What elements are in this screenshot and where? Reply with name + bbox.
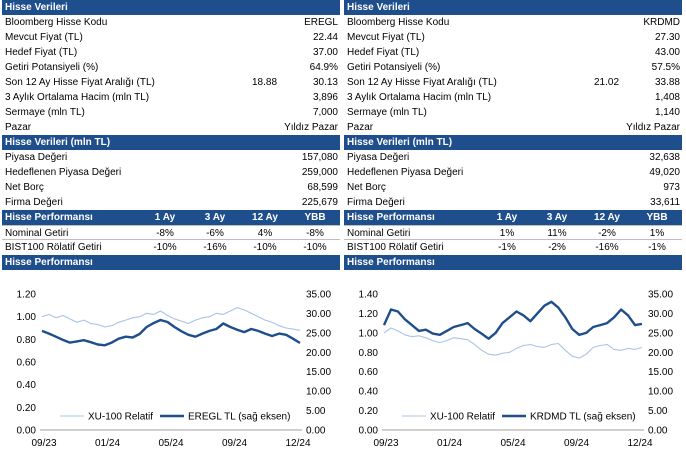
chart-header: Hisse Performansı xyxy=(2,255,340,270)
chart-svg: 0.00 0.20 0.40 0.60 0.80 1.00 1.20 1.40 0.00 5.00… xyxy=(359,290,674,450)
y-left-tick-label: 0.00 xyxy=(359,426,379,437)
table-row: Nominal Getiri 1% 11% -2% 1% xyxy=(344,225,682,240)
legend-label: XU-100 Relatif xyxy=(430,412,495,423)
legend-label: XU-100 Relatif xyxy=(88,412,153,423)
relative-series-line xyxy=(383,327,643,359)
table-row: 3 Aylık Ortalama Hacim (mln TL) 3,896 xyxy=(5,92,338,103)
table-row: Hedeflenen Piyasa Değeri 259,000 xyxy=(5,167,338,178)
table-row: Mevcut Fiyat (TL) 27.30 xyxy=(347,32,680,43)
table-row: Net Borç 973 xyxy=(347,182,680,193)
y-left-tick-label: 0.40 xyxy=(359,387,379,398)
x-tick-label: 09/23 xyxy=(373,438,398,449)
performance-header: Hisse Performansı 1 Ay 3 Ay 12 Ay YBB xyxy=(2,210,340,225)
y-left-tick-label: 0.80 xyxy=(359,348,379,359)
valuation-header: Hisse Verileri (mln TL) xyxy=(2,135,340,150)
table-row: Sermaye (mln TL) 1,140 xyxy=(347,107,680,118)
y-left-tick-label: 0.20 xyxy=(17,403,37,414)
performance-header: Hisse Performansı 1 Ay 3 Ay 12 Ay YBB xyxy=(344,210,682,225)
relative-series-line xyxy=(41,307,301,331)
valuation-header: Hisse Verileri (mln TL) xyxy=(344,135,682,150)
valuation-rows: Piyasa Değeri 157,080 Hedeflenen Piyasa D… xyxy=(2,150,340,210)
y-right-tick-label: 0.00 xyxy=(648,426,668,437)
x-tick-label: 09/24 xyxy=(564,438,589,449)
table-row: Bloomberg Hisse Kodu EREGL xyxy=(5,17,338,28)
y-right-tick-label: 0.00 xyxy=(306,426,326,437)
chart-svg: 0.00 0.20 0.40 0.60 0.80 1.00 1.20 0.00 5.00 10.0… xyxy=(17,290,332,450)
table-row: Net Borç 68,599 xyxy=(5,182,338,193)
x-tick-label: 01/24 xyxy=(95,438,120,449)
x-tick-label: 01/24 xyxy=(437,438,462,449)
y-left-tick-label: 0.80 xyxy=(17,335,37,346)
table-row: Nominal Getiri -8% -6% 4% -8% xyxy=(2,225,340,240)
price-series-line xyxy=(382,300,643,340)
y-right-tick-label: 25.00 xyxy=(648,328,673,339)
legend-label: KRDMD TL (sağ eksen) xyxy=(530,412,636,423)
y-right-tick-label: 5.00 xyxy=(306,406,326,417)
y-left-tick-label: 1.20 xyxy=(17,290,37,301)
y-right-tick-label: 10.00 xyxy=(648,387,673,398)
y-left-tick-label: 1.20 xyxy=(359,309,379,320)
table-row: Pazar Yıldız Pazar xyxy=(347,122,680,133)
krdmd-performance-chart: 0.00 0.20 0.40 0.60 0.80 1.00 1.20 1.40 0.00 5.00… xyxy=(344,278,682,456)
stock-data-header: Hisse Verileri xyxy=(344,0,682,15)
table-row: Hedeflenen Piyasa Değeri 49,020 xyxy=(347,167,680,178)
y-left-tick-label: 1.40 xyxy=(359,290,379,301)
y-left-tick-label: 1.00 xyxy=(17,312,37,323)
legend-label: EREGL TL (sağ eksen) xyxy=(188,412,290,423)
y-right-tick-label: 15.00 xyxy=(306,367,331,378)
y-right-tick-label: 30.00 xyxy=(648,309,673,320)
y-left-tick-label: 0.40 xyxy=(17,380,37,391)
table-row: Getiri Potansiyeli (%) 57.5% xyxy=(347,62,680,73)
table-row: Mevcut Fiyat (TL) 22.44 xyxy=(5,32,338,43)
right-panel: Hisse Verileri Bloomberg Hisse Kodu KRDMD… xyxy=(344,0,682,270)
table-row: Getiri Potansiyeli (%) 64.9% xyxy=(5,62,338,73)
x-tick-label: 09/24 xyxy=(222,438,247,449)
y-right-tick-label: 30.00 xyxy=(306,309,331,320)
y-left-tick-label: 1.00 xyxy=(359,328,379,339)
x-tick-label: 09/23 xyxy=(31,438,56,449)
table-row: BIST100 Rölatif Getiri -1% -2% -16% -1% xyxy=(347,242,666,253)
table-row: Piyasa Değeri 157,080 xyxy=(5,152,338,163)
y-right-tick-label: 20.00 xyxy=(306,348,331,359)
eregl-performance-chart: 0.00 0.20 0.40 0.60 0.80 1.00 1.20 0.00 5.00 10.0… xyxy=(2,278,340,456)
y-left-tick-label: 0.20 xyxy=(359,406,379,417)
table-row: Hedef Fiyat (TL) 43.00 xyxy=(347,47,680,58)
chart-header: Hisse Performansı xyxy=(344,255,682,270)
x-tick-label: 05/24 xyxy=(158,438,183,449)
y-right-tick-label: 35.00 xyxy=(648,290,673,301)
y-right-tick-label: 25.00 xyxy=(306,328,331,339)
y-left-tick-label: 0.60 xyxy=(359,367,379,378)
table-row: Firma Değeri 33,611 xyxy=(347,197,680,208)
y-right-tick-label: 15.00 xyxy=(648,367,673,378)
table-row: BIST100 Rölatif Getiri -10% -16% -10% -10% xyxy=(5,242,327,253)
valuation-rows: Piyasa Değeri 32,638 Hedeflenen Piyasa De… xyxy=(344,150,682,210)
y-right-tick-label: 5.00 xyxy=(648,406,668,417)
table-row: Pazar Yıldız Pazar xyxy=(5,122,338,133)
table-row: Son 12 Ay Hisse Fiyat Aralığı (TL) 21.02 3… xyxy=(347,77,680,88)
table-row: Piyasa Değeri 32,638 xyxy=(347,152,680,163)
table-row: Firma Değeri 225,679 xyxy=(5,197,338,208)
y-left-tick-label: 0.00 xyxy=(17,426,37,437)
stock-data-header: Hisse Verileri xyxy=(2,0,340,15)
y-right-tick-label: 10.00 xyxy=(306,387,331,398)
table-row: 3 Aylık Ortalama Hacim (mln TL) 1,408 xyxy=(347,92,680,103)
price-series-line xyxy=(41,318,301,347)
table-row: Hedef Fiyat (TL) 37.00 xyxy=(5,47,338,58)
left-panel: Hisse Verileri Bloomberg Hisse Kodu EREGL… xyxy=(2,0,340,270)
y-right-tick-label: 35.00 xyxy=(306,290,331,301)
y-right-tick-label: 20.00 xyxy=(648,348,673,359)
y-left-tick-label: 0.60 xyxy=(17,358,37,369)
stock-data-rows: Bloomberg Hisse Kodu EREGL Mevcut Fiyat (… xyxy=(2,15,340,135)
x-tick-label: 12/24 xyxy=(627,438,652,449)
stock-data-rows: Bloomberg Hisse Kodu KRDMD Mevcut Fiyat (… xyxy=(344,15,682,135)
table-row: Son 12 Ay Hisse Fiyat Aralığı (TL) 18.88 3… xyxy=(5,77,338,88)
x-tick-label: 12/24 xyxy=(285,438,310,449)
x-tick-label: 05/24 xyxy=(500,438,525,449)
table-row: Sermaye (mln TL) 7,000 xyxy=(5,107,338,118)
table-row: Bloomberg Hisse Kodu KRDMD xyxy=(347,17,680,28)
